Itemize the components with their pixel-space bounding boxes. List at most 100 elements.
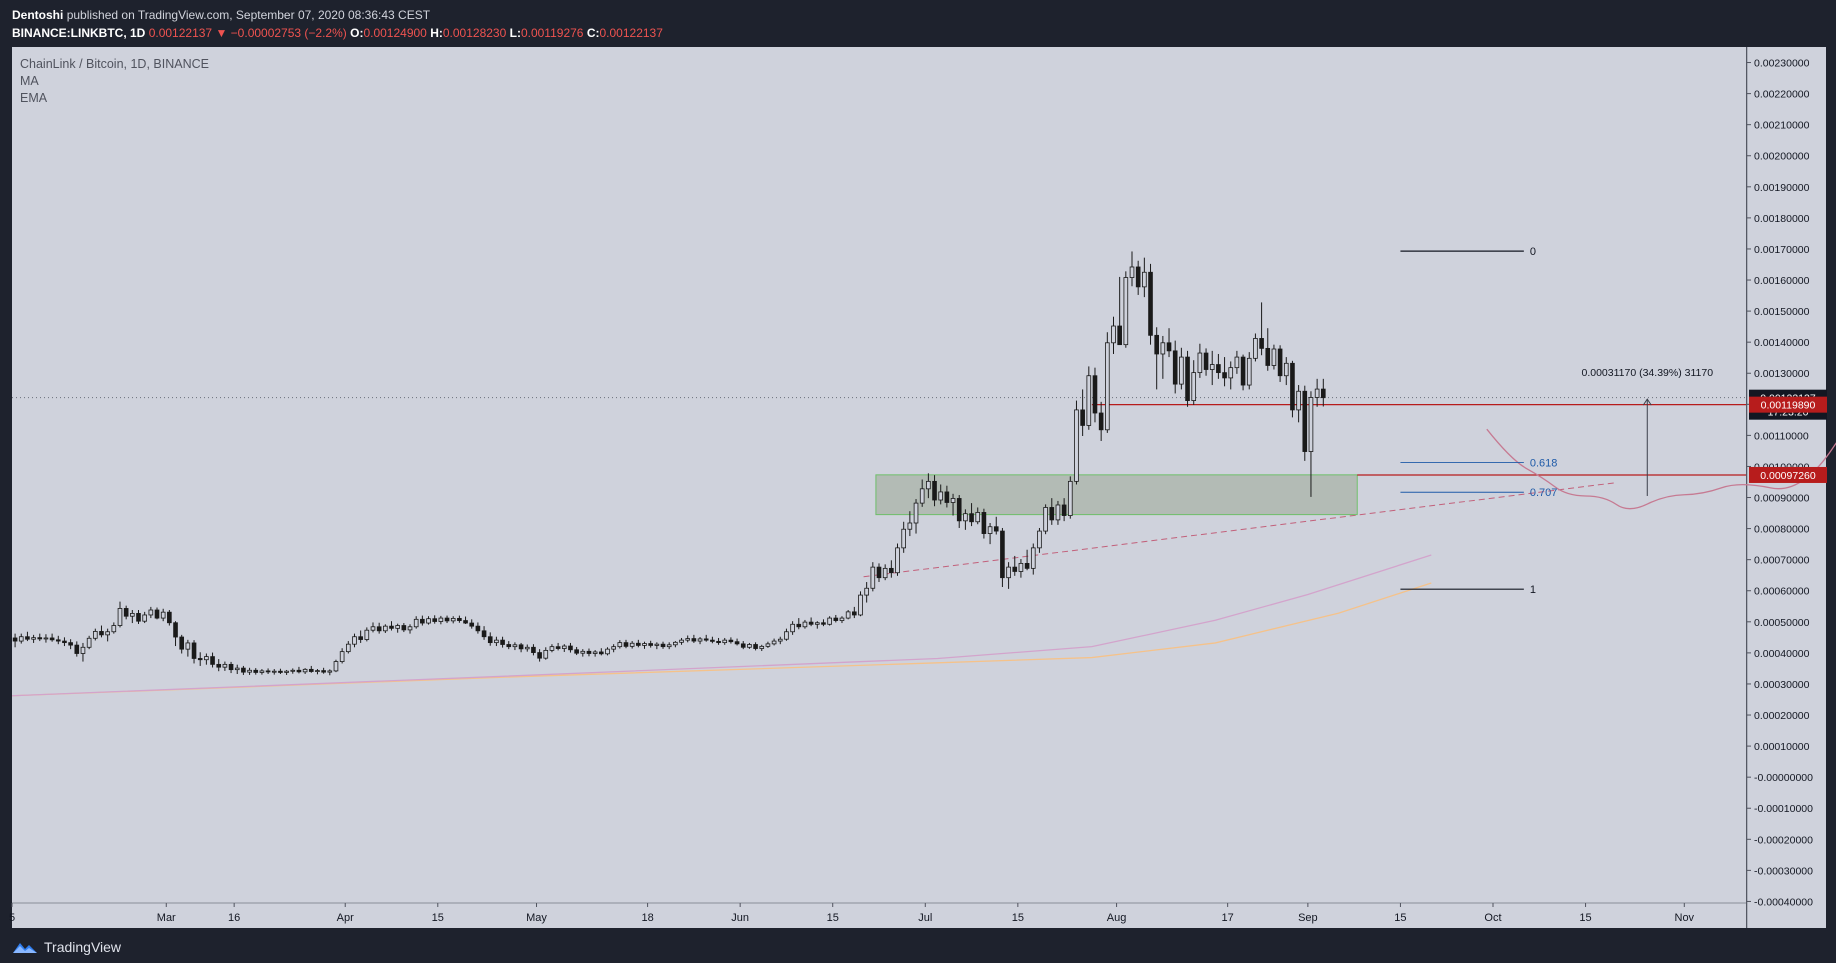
candle-body (697, 638, 703, 642)
candle-body (358, 636, 363, 640)
candle-body (1135, 266, 1141, 288)
candle-body (234, 667, 240, 671)
candle-body (25, 636, 30, 640)
candle-body (599, 651, 604, 655)
time-axis[interactable] (12, 903, 1746, 928)
candle-body (364, 629, 370, 640)
candle-body (771, 640, 777, 645)
y-tick-label: 0.00160000 (1754, 275, 1810, 287)
high-value: 0.00128230 (442, 26, 507, 40)
candle-body (339, 651, 345, 662)
candle-body (710, 639, 715, 642)
candle-body (253, 669, 259, 673)
candle-body (469, 622, 475, 627)
y-tick-label: -0.00030000 (1754, 865, 1813, 877)
candle-body (259, 670, 265, 673)
candle-body (1314, 388, 1320, 398)
candle-body (136, 613, 141, 622)
candle-body (518, 644, 524, 650)
candle-body (1129, 266, 1135, 278)
candle-body (845, 611, 851, 619)
candle-body (413, 618, 419, 628)
y-tick-label: 0.00050000 (1754, 617, 1810, 629)
candle-body (592, 651, 598, 654)
candle-body (1234, 356, 1240, 369)
candle-body (1259, 338, 1264, 349)
candle-body (1222, 372, 1227, 379)
y-tick-label: 0.00080000 (1754, 524, 1810, 536)
x-tick-label: May (526, 912, 547, 924)
demand-zone[interactable] (875, 474, 1358, 516)
candle-body (1018, 562, 1024, 572)
candle-body (1179, 356, 1184, 385)
published-text: published on TradingView.com, September … (66, 8, 431, 22)
candle-body (1024, 562, 1030, 569)
candle-body (784, 631, 789, 640)
projection-path[interactable] (1486, 357, 1836, 510)
x-tick-label: 18 (641, 912, 653, 924)
candle-body (1253, 338, 1258, 359)
candle-body (814, 622, 820, 625)
candle-body (605, 648, 610, 655)
candle-body (1290, 362, 1295, 411)
candle-body (1012, 566, 1018, 572)
candle-body (876, 566, 882, 579)
candle-body (284, 670, 289, 673)
candle-body (370, 626, 376, 631)
candle-body (839, 617, 845, 621)
x-tick-label: Aug (1107, 912, 1127, 924)
close-label: C: (586, 26, 600, 40)
legend-indicator-ema[interactable]: EMA (20, 91, 48, 105)
candle-body (1172, 350, 1178, 385)
legend-title[interactable]: ChainLink / Bitcoin, 1D, BINANCE (20, 57, 209, 71)
candle-body (160, 611, 166, 619)
candle-body (1246, 357, 1252, 386)
y-tick-label: -0.00000000 (1754, 772, 1813, 784)
candle-body (210, 656, 215, 665)
footer-bar (0, 932, 1836, 963)
x-tick-label: 15 (432, 912, 444, 924)
y-tick-label: 0.00230000 (1754, 58, 1810, 70)
symbol-ohlc-line: BINANCE:LINKBTC, 1D 0.00122137 ▼ −0.0000… (12, 26, 663, 40)
tradingview-brand[interactable]: TradingView (12, 937, 121, 957)
candle-body (327, 670, 333, 673)
candle-body (1080, 409, 1085, 426)
open-value: 0.00124900 (363, 26, 427, 40)
symbol-label: BINANCE:LINKBTC, 1D (12, 26, 146, 40)
price-label-box (1749, 396, 1827, 413)
candle-body (12, 637, 18, 642)
candle-body (882, 567, 888, 579)
candle-body (228, 663, 234, 671)
y-tick-label: 0.00210000 (1754, 120, 1810, 132)
candle-body (901, 528, 906, 549)
candle-body (1049, 507, 1055, 521)
measure-arrowhead (1642, 398, 1652, 406)
candle-body (673, 641, 678, 646)
y-tick-label: 0.00090000 (1754, 493, 1810, 505)
trendline[interactable] (863, 482, 1617, 578)
y-tick-label: 0.00200000 (1754, 151, 1810, 163)
candle-body (1185, 356, 1190, 401)
candle-body (1043, 507, 1048, 532)
candle-body (580, 650, 586, 654)
author-name[interactable]: Dentoshi (12, 8, 64, 22)
candle-body (62, 640, 67, 644)
x-tick-label: Nov (1675, 912, 1695, 924)
y-tick-label: 0.00030000 (1754, 679, 1810, 691)
y-tick-label: 0.00170000 (1754, 244, 1810, 256)
candle-body (975, 512, 981, 523)
candle-body (895, 547, 900, 574)
candle-body (389, 625, 394, 629)
candle-body (241, 667, 246, 673)
candle-body (549, 646, 555, 651)
candle-body (18, 636, 24, 642)
candle-body (1154, 334, 1159, 355)
candle-body (802, 621, 808, 628)
legend-indicator-ma[interactable]: MA (20, 74, 39, 88)
y-tick-label: 0.00110000 (1754, 430, 1809, 442)
candle-body (808, 621, 814, 625)
candle-body (1160, 342, 1166, 355)
candle-body (296, 669, 302, 673)
candle-body (376, 626, 382, 632)
